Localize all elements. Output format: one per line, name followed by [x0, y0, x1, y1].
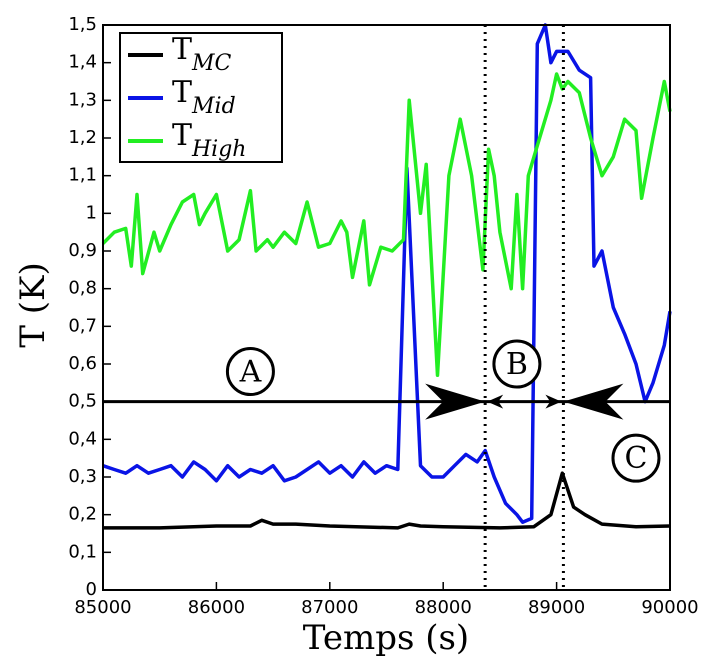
arrowhead: [425, 383, 486, 420]
legend-subscript: MC: [191, 51, 232, 76]
y-tick-label: 0,1: [68, 541, 97, 562]
x-tick-label: 87000: [301, 597, 358, 618]
legend-label: T: [172, 118, 192, 153]
legend-subscript: High: [191, 137, 246, 162]
legend-subscript: Mid: [191, 94, 236, 119]
x-tick-label: 89000: [528, 597, 585, 618]
arrowhead: [563, 383, 624, 420]
x-tick-label: 85000: [74, 597, 131, 618]
x-tick-label: 86000: [188, 597, 245, 618]
y-tick-label: 0,4: [68, 428, 97, 449]
y-tick-label: 0,3: [68, 466, 97, 487]
annotation-label: A: [239, 355, 262, 390]
y-tick-label: 0,2: [68, 504, 97, 525]
y-tick-label: 0,6: [68, 353, 97, 374]
y-tick-label: 1,2: [68, 127, 97, 148]
y-axis-label: T (K): [13, 262, 53, 347]
legend-label: T: [172, 32, 192, 67]
y-tick-label: 0,9: [68, 240, 97, 261]
arrowhead: [487, 394, 504, 409]
series-line: [102, 23, 672, 524]
annotation-circle: [492, 339, 542, 389]
annotation-label: C: [624, 441, 647, 476]
plot-frame: [102, 24, 671, 591]
y-tick-label: 0,7: [68, 315, 97, 336]
annotation-circle: [225, 347, 275, 397]
series-line: [101, 72, 672, 378]
y-tick-label: 0: [86, 579, 97, 600]
annotation-label: B: [506, 347, 528, 382]
x-tick-label: 88000: [415, 597, 472, 618]
y-tick-label: 1: [86, 202, 97, 223]
x-axis-label: Temps (s): [303, 618, 469, 658]
series-line: [103, 471, 671, 530]
annotation-circle: [611, 433, 661, 483]
x-tick-label: 90000: [641, 597, 698, 618]
y-tick-label: 0,8: [68, 278, 97, 299]
y-tick-label: 1,5: [68, 14, 97, 35]
arrowhead: [545, 394, 562, 409]
y-tick-label: 1,1: [68, 165, 97, 186]
y-tick-label: 0,5: [68, 391, 97, 412]
y-tick-label: 1,4: [68, 52, 97, 73]
legend-label: T: [172, 75, 192, 110]
y-tick-label: 1,3: [68, 89, 97, 110]
